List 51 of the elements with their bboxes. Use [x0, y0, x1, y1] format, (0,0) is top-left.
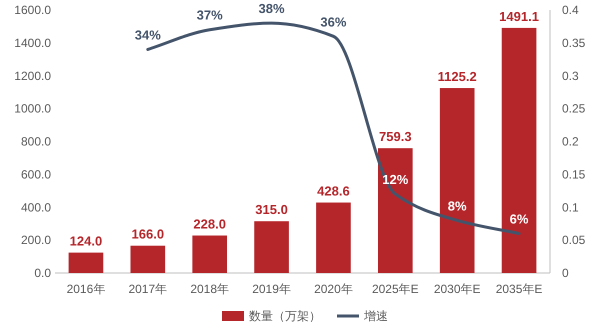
y2-tick-label: 0 [562, 266, 569, 280]
bar [254, 221, 289, 273]
data-label: 428.6 [317, 184, 350, 199]
data-label: 1125.2 [438, 69, 477, 84]
bar [440, 88, 475, 273]
y-tick-label: 1400.0 [14, 36, 52, 50]
y2-tick-label: 0.3 [562, 68, 580, 83]
y-tick-label: 400.0 [20, 200, 52, 214]
x-tick-label: 2017年 [128, 282, 168, 296]
data-label: 36% [320, 14, 347, 30]
legend-label: 数量（万架） [249, 309, 321, 323]
y-tick-label: 600.0 [20, 167, 52, 182]
data-label: 34% [134, 27, 162, 42]
x-tick-label: 2035年E [496, 282, 542, 296]
bar [192, 236, 228, 273]
x-tick-label: 2016年 [66, 282, 106, 296]
y-tick-label: 1600.0 [14, 3, 52, 17]
data-label: 1491.1 [499, 8, 539, 24]
data-label: 12% [382, 172, 409, 188]
x-tick-label: 2020年 [314, 282, 353, 296]
y2-tick-label: 0.4 [562, 3, 580, 17]
x-tick-label: 2025年E [372, 282, 419, 296]
y2-tick-label: 0.15 [562, 167, 586, 182]
x-tick-label: 2018年 [190, 282, 230, 296]
data-label: 8% [448, 198, 468, 214]
data-label: 124.0 [70, 234, 102, 249]
bar [502, 28, 536, 273]
y-tick-label: 1200.0 [14, 68, 52, 83]
y2-tick-label: 0.2 [562, 134, 580, 148]
data-label: 37% [196, 8, 224, 23]
x-tick-label: 2019年 [252, 282, 291, 296]
data-label: 228.0 [193, 216, 226, 232]
data-label: 759.3 [379, 129, 412, 144]
data-label: 6% [510, 212, 529, 227]
legend-label: 增速 [363, 309, 388, 323]
y-tick-label: 1000.0 [14, 102, 52, 116]
bar [378, 148, 413, 273]
bar [68, 252, 104, 273]
y-tick-label: 0.0 [34, 266, 52, 280]
x-tick-label: 2030年E [434, 282, 481, 296]
y2-tick-label: 0.25 [562, 102, 586, 116]
data-label: 38% [258, 1, 286, 16]
bar [316, 202, 351, 273]
y-tick-label: 800.0 [20, 134, 52, 148]
y2-tick-label: 0.05 [562, 233, 586, 248]
data-label: 166.0 [132, 226, 164, 242]
y2-tick-label: 0.1 [562, 200, 580, 214]
y-tick-label: 200.0 [20, 233, 52, 248]
bar [130, 246, 166, 273]
y2-tick-label: 0.35 [562, 36, 586, 50]
data-label: 315.0 [255, 202, 288, 218]
